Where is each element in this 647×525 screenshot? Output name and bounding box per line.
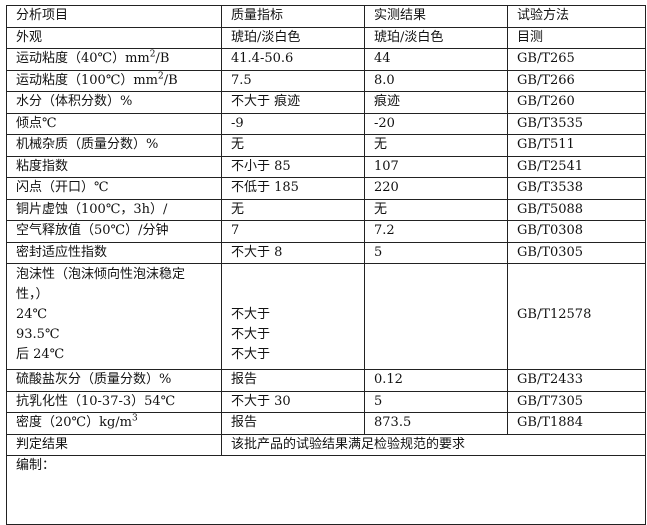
header-method: 试验方法: [507, 5, 646, 28]
cell-spec: 不大于 痕迹: [221, 91, 365, 114]
compiled-row: 编制：: [6, 455, 646, 525]
table-row: 密封适应性指数 不大于 8 5 GB/T0305: [6, 241, 646, 264]
cell-spec: 不大于 8: [221, 241, 365, 264]
header-item: 分析项目: [6, 5, 222, 28]
cell-result: 7.2: [364, 220, 508, 243]
cell-spec: 琥珀/淡白色: [221, 26, 365, 49]
cell-item: 密度（20℃）kg/m3: [6, 412, 222, 435]
foam-result: [364, 263, 508, 370]
verdict-text: 该批产品的试验结果满足检验规范的要求: [221, 433, 646, 456]
cell-result: 8.0: [364, 69, 508, 92]
cell-method: GB/T3535: [507, 112, 646, 135]
cell-method: GB/T266: [507, 69, 646, 92]
cell-item: 外观: [6, 26, 222, 49]
cell-spec: 报告: [221, 369, 365, 392]
table-row: 机械杂质（质量分数）% 无无 GB/T511: [6, 134, 646, 157]
header-row: 分析项目 质量指标 实测结果 试验方法: [6, 5, 646, 28]
cell-method: GB/T2541: [507, 155, 646, 178]
cell-item: 粘度指数: [6, 155, 222, 178]
cell-spec: 无: [221, 134, 365, 157]
foam-method: GB/T12578: [507, 263, 646, 370]
table-row-foam: 泡沫性（泡沫倾向性泡沫稳定 性，） 24℃ 93.5℃ 后 24℃ 不大于 不大…: [6, 263, 646, 370]
verdict-label: 判定结果: [6, 433, 222, 456]
table-row: 运动粘度（40℃）mm2/B 41.4-50.6 44 GB/T265: [6, 48, 646, 71]
cell-spec: -9: [221, 112, 365, 135]
cell-item: 运动粘度（40℃）mm2/B: [6, 48, 222, 71]
cell-spec: 无: [221, 198, 365, 221]
table-row: 密度（20℃）kg/m3 报告 873.5 GB/T1884: [6, 412, 646, 435]
cell-spec: 7: [221, 220, 365, 243]
table-row: 粘度指数 不小于 85 107 GB/T2541: [6, 155, 646, 178]
cell-item: 运动粘度（100℃）mm2/B: [6, 69, 222, 92]
header-result: 实测结果: [364, 5, 508, 28]
table-row: 外观 琥珀/淡白色 琥珀/淡白色 目测: [6, 26, 646, 49]
cell-method: GB/T265: [507, 48, 646, 71]
table-row: 铜片虚蚀（100℃，3h）/无无 GB/T5088: [6, 198, 646, 221]
cell-result: 5: [364, 390, 508, 413]
cell-item: 抗乳化性（10-37-3）54℃: [6, 390, 222, 413]
table-row: 空气释放值（50℃）/分钟 7 7.2 GB/T0308: [6, 220, 646, 243]
cell-item: 密封适应性指数: [6, 241, 222, 264]
cell-result: 5: [364, 241, 508, 264]
cell-method: GB/T5088: [507, 198, 646, 221]
cell-spec: 报告: [221, 412, 365, 435]
foam-item: 泡沫性（泡沫倾向性泡沫稳定 性，） 24℃ 93.5℃ 后 24℃: [6, 263, 222, 370]
cell-method: 目测: [507, 26, 646, 49]
cell-item: 水分（体积分数）%: [6, 91, 222, 114]
cell-method: GB/T0308: [507, 220, 646, 243]
header-spec: 质量指标: [221, 5, 365, 28]
cell-result: 873.5: [364, 412, 508, 435]
cell-method: GB/T260: [507, 91, 646, 114]
cell-method: GB/T7305: [507, 390, 646, 413]
cell-method: GB/T3538: [507, 177, 646, 200]
cell-result: 无: [364, 198, 508, 221]
cell-result: 44: [364, 48, 508, 71]
cell-spec: 不小于 85: [221, 155, 365, 178]
cell-result: -20: [364, 112, 508, 135]
cell-spec: 7.5: [221, 69, 365, 92]
cell-item: 硫酸盐灰分（质量分数）%: [6, 369, 222, 392]
cell-spec: 不低于 185: [221, 177, 365, 200]
cell-result: 琥珀/淡白色: [364, 26, 508, 49]
verdict-row: 判定结果 该批产品的试验结果满足检验规范的要求: [6, 433, 646, 456]
cell-spec: 不大于 30: [221, 390, 365, 413]
table-row: 运动粘度（100℃）mm2/B 7.5 8.0 GB/T266: [6, 69, 646, 92]
cell-result: 107: [364, 155, 508, 178]
cell-item: 闪点（开口）℃: [6, 177, 222, 200]
cell-method: GB/T2433: [507, 369, 646, 392]
cell-result: 220: [364, 177, 508, 200]
cell-result: 0.12: [364, 369, 508, 392]
cell-item: 铜片虚蚀（100℃，3h）/: [6, 198, 222, 221]
cell-item: 倾点℃: [6, 112, 222, 135]
cell-result: 痕迹: [364, 91, 508, 114]
cell-item: 机械杂质（质量分数）%: [6, 134, 222, 157]
cell-result: 无: [364, 134, 508, 157]
cell-method: GB/T511: [507, 134, 646, 157]
cell-method: GB/T0305: [507, 241, 646, 264]
cell-method: GB/T1884: [507, 412, 646, 435]
table-row: 抗乳化性（10-37-3）54℃ 不大于 30 5 GB/T7305: [6, 390, 646, 413]
compiled-label: 编制：: [6, 455, 646, 525]
cell-spec: 41.4-50.6: [221, 48, 365, 71]
table-row: 硫酸盐灰分（质量分数）% 报告 0.12 GB/T2433: [6, 369, 646, 392]
inspection-report-table: 分析项目 质量指标 实测结果 试验方法 外观 琥珀/淡白色 琥珀/淡白色 目测 运动粘度…: [6, 5, 646, 525]
foam-spec: 不大于 不大于 不大于: [221, 263, 365, 370]
table-row: 倾点℃ -9 -20 GB/T3535: [6, 112, 646, 135]
table-row: 闪点（开口）℃ 不低于 185 220 GB/T3538: [6, 177, 646, 200]
table-row: 水分（体积分数）% 不大于 痕迹 痕迹 GB/T260: [6, 91, 646, 114]
cell-item: 空气释放值（50℃）/分钟: [6, 220, 222, 243]
